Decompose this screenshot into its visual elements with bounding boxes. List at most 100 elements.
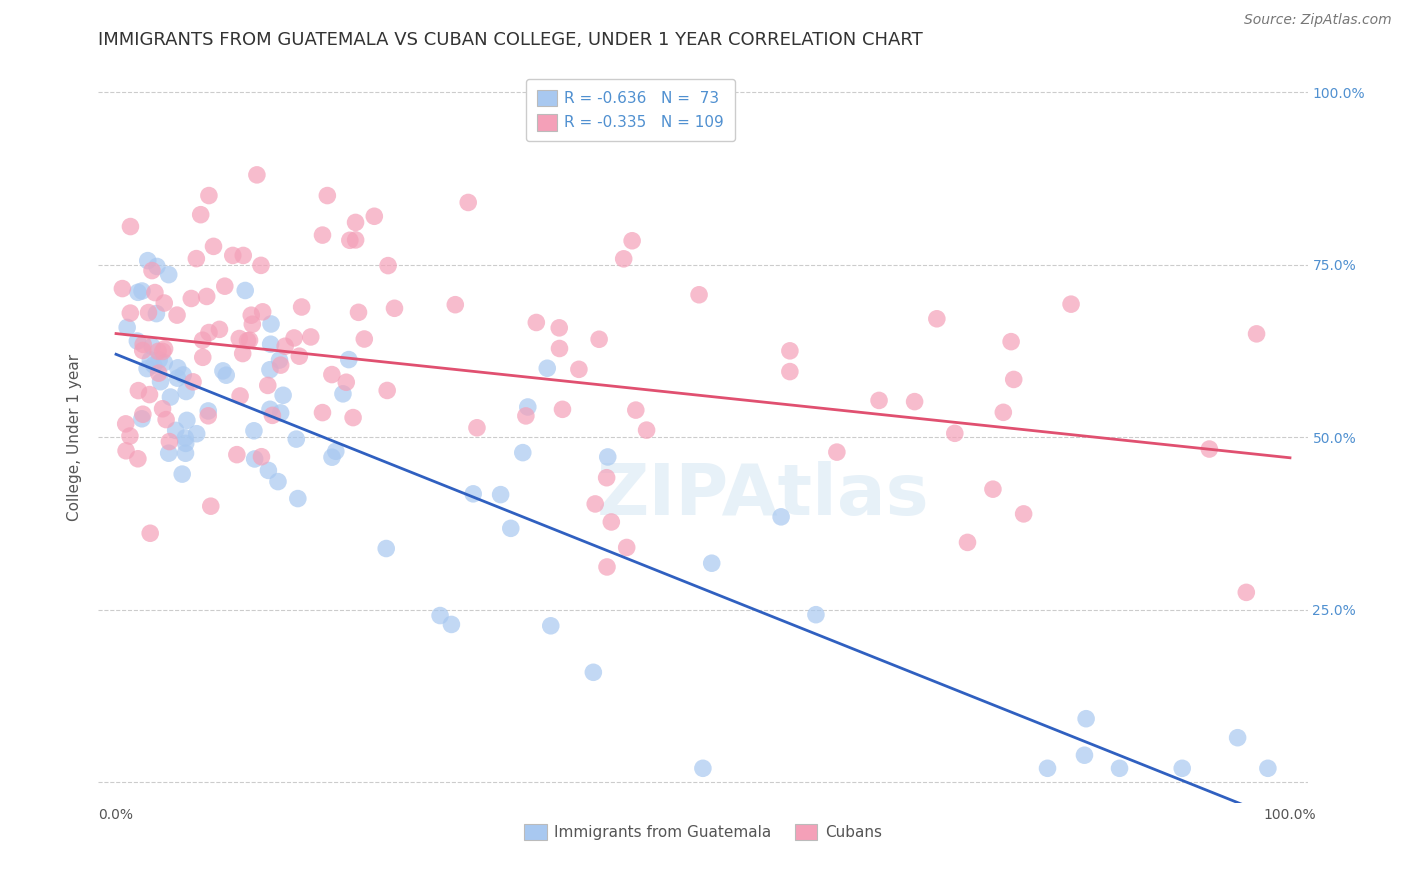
Point	[1226, 731, 1249, 745]
Point	[146, 260, 169, 274]
Point	[375, 384, 398, 398]
Point	[347, 305, 370, 319]
Point	[270, 406, 292, 420]
Point	[181, 375, 204, 389]
Point	[114, 417, 136, 431]
Point	[174, 436, 197, 450]
Point	[240, 308, 263, 322]
Point	[153, 342, 176, 356]
Point	[285, 432, 308, 446]
Point	[299, 330, 322, 344]
Point	[152, 344, 174, 359]
Point	[252, 305, 274, 319]
Point	[202, 239, 225, 253]
Point	[136, 361, 159, 376]
Point	[465, 421, 488, 435]
Point	[288, 349, 311, 363]
Point	[981, 482, 1004, 496]
Point	[198, 326, 221, 340]
Point	[344, 233, 367, 247]
Point	[316, 188, 339, 202]
Point	[138, 305, 160, 319]
Point	[548, 342, 571, 356]
Point	[271, 388, 294, 402]
Point	[256, 378, 278, 392]
Point	[429, 608, 451, 623]
Point	[141, 263, 163, 277]
Point	[515, 409, 537, 423]
Point	[536, 361, 558, 376]
Point	[159, 390, 181, 404]
Point	[311, 228, 333, 243]
Point	[1257, 761, 1279, 775]
Point	[111, 282, 134, 296]
Point	[225, 448, 247, 462]
Point	[337, 352, 360, 367]
Point	[232, 346, 254, 360]
Point	[1246, 326, 1268, 341]
Point	[174, 384, 197, 399]
Point	[825, 445, 848, 459]
Point	[291, 300, 314, 314]
Point	[191, 351, 214, 365]
Point	[131, 411, 153, 425]
Point	[118, 429, 141, 443]
Text: ZIPAtlas: ZIPAtlas	[598, 461, 929, 530]
Point	[142, 358, 165, 372]
Point	[136, 253, 159, 268]
Point	[120, 306, 142, 320]
Point	[115, 443, 138, 458]
Point	[321, 450, 343, 465]
Point	[153, 296, 176, 310]
Point	[596, 450, 619, 464]
Point	[120, 219, 142, 234]
Point	[595, 471, 617, 485]
Point	[259, 402, 281, 417]
Point	[215, 368, 238, 383]
Point	[636, 423, 658, 437]
Point	[613, 252, 636, 266]
Point	[283, 331, 305, 345]
Point	[444, 298, 467, 312]
Point	[267, 475, 290, 489]
Point	[1171, 761, 1194, 775]
Point	[155, 412, 177, 426]
Point	[197, 404, 219, 418]
Point	[1108, 761, 1130, 775]
Point	[166, 360, 188, 375]
Point	[1073, 748, 1095, 763]
Point	[582, 665, 605, 680]
Point	[153, 355, 176, 369]
Point	[180, 292, 202, 306]
Point	[172, 467, 194, 482]
Point	[943, 426, 966, 441]
Point	[243, 452, 266, 467]
Point	[804, 607, 827, 622]
Point	[260, 317, 283, 331]
Legend: Immigrants from Guatemala, Cubans: Immigrants from Guatemala, Cubans	[517, 818, 889, 847]
Point	[257, 463, 280, 477]
Point	[325, 444, 347, 458]
Point	[1036, 761, 1059, 775]
Point	[489, 488, 512, 502]
Point	[214, 279, 236, 293]
Point	[321, 368, 343, 382]
Point	[139, 526, 162, 541]
Point	[463, 487, 485, 501]
Point	[115, 320, 138, 334]
Point	[779, 365, 801, 379]
Text: IMMIGRANTS FROM GUATEMALA VS CUBAN COLLEGE, UNDER 1 YEAR CORRELATION CHART: IMMIGRANTS FROM GUATEMALA VS CUBAN COLLE…	[98, 31, 924, 49]
Point	[195, 289, 218, 303]
Point	[131, 284, 153, 298]
Y-axis label: College, Under 1 year: College, Under 1 year	[67, 353, 83, 521]
Point	[344, 215, 367, 229]
Point	[311, 406, 333, 420]
Point	[232, 248, 254, 262]
Point	[548, 321, 571, 335]
Point	[143, 285, 166, 300]
Point	[688, 287, 710, 301]
Point	[588, 332, 610, 346]
Point	[157, 446, 180, 460]
Point	[375, 541, 398, 556]
Point	[1000, 334, 1022, 349]
